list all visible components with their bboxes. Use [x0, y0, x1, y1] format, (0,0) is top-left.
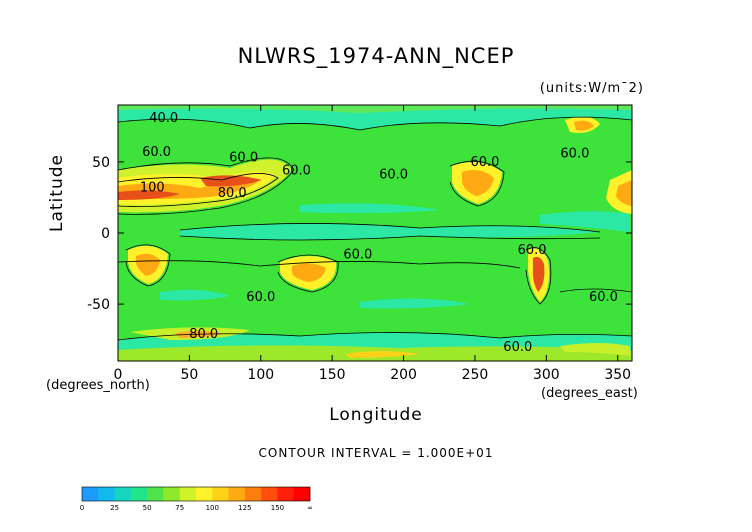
colorbar-tick-label: ∞: [307, 504, 313, 512]
heatmap-field: [118, 105, 632, 361]
colorbar-swatch: [179, 487, 197, 501]
colorbar-swatch: [98, 487, 115, 501]
y-unit-note: (degrees_north): [46, 378, 150, 393]
contour-label: 60.0: [282, 163, 311, 178]
contour-label: 60.0: [589, 290, 618, 305]
northern-polar-band: [118, 105, 632, 130]
x-tick-label: 350: [604, 367, 631, 383]
colorbar-tick-label: 100: [206, 504, 219, 512]
y-tick-label: 50: [92, 155, 110, 171]
tropical-low-band: [180, 223, 600, 240]
x-tick-label: 0: [114, 367, 123, 383]
contour-lines: [118, 116, 632, 341]
x-unit-note: (degrees_east): [541, 386, 638, 401]
colorbar-swatch: [147, 487, 164, 501]
colorbar-tick-label: 150: [271, 504, 284, 512]
colorbar-swatch: [196, 487, 213, 501]
contour-label: 100: [140, 180, 165, 195]
x-tick-label: 300: [533, 367, 560, 383]
colorbar-tick-label: 75: [175, 504, 184, 512]
colorbar-swatch: [212, 487, 229, 501]
contour-label: 80.0: [189, 327, 218, 342]
colorbar-swatch: [163, 487, 181, 501]
axes: 0 50 100 150 200 250 300 350 50 0 -50: [87, 105, 632, 383]
colorbar-swatch: [114, 487, 132, 501]
contour-label: 60.0: [518, 243, 547, 258]
contour-label: 80.0: [218, 186, 247, 201]
contour-label: 60.0: [379, 168, 408, 183]
x-tick-label: 100: [247, 367, 274, 383]
contour-label: 60.0: [142, 145, 171, 160]
contour-label: 40.0: [149, 111, 178, 126]
contour-label: 60.0: [470, 155, 499, 170]
colorbar-tick-label: 25: [110, 504, 119, 512]
contour-label: 60.0: [343, 247, 372, 262]
contour-labels: 40.0 60.0 60.0 60.0 60.0 60.0 60.0 60.0 60.0 60.0…: [140, 111, 618, 355]
colorbar-swatch: [293, 487, 311, 501]
x-tick-label: 250: [462, 367, 489, 383]
colorbar-swatch: [130, 487, 148, 501]
contour-label: 60.0: [560, 146, 589, 161]
units-note: (units:W/m¯2): [539, 81, 644, 96]
contour-label: 60.0: [503, 340, 532, 355]
colorbar-swatch: [82, 487, 99, 501]
colorbar-tick-label: 50: [143, 504, 152, 512]
colorbar-frame: [81, 486, 311, 502]
colorbar-swatch: [244, 487, 262, 501]
chart-title: NLWRS_1974-ANN_NCEP: [237, 44, 515, 68]
contour-interval: CONTOUR INTERVAL = 1.000E+01: [258, 446, 494, 460]
colorbar-swatch: [261, 487, 278, 501]
contour-label: 60.0: [246, 290, 275, 305]
y-tick-label: -50: [87, 297, 110, 313]
colorbar-swatch: [277, 487, 295, 501]
colorbar-tick-label: 0: [80, 504, 84, 512]
colorbar-swatch: [228, 487, 246, 501]
x-tick-label: 50: [180, 367, 198, 383]
colorbar-tick-label: 125: [238, 504, 251, 512]
contour-label: 60.0: [229, 151, 258, 166]
colorbar: 0 25 50 75 100 125 150 ∞: [80, 486, 313, 512]
y-tick-label: 0: [101, 226, 110, 242]
x-tick-label: 200: [390, 367, 417, 383]
x-axis-label: Longitude: [329, 405, 423, 425]
x-tick-label: 150: [319, 367, 346, 383]
